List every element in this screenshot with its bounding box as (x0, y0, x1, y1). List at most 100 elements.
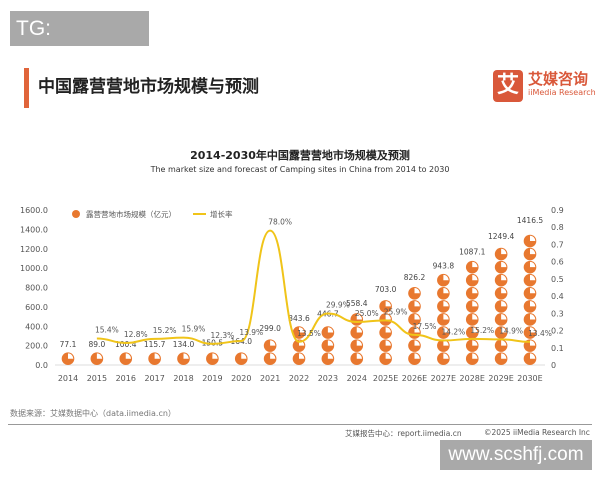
bar-stack-2019 (206, 352, 219, 366)
x-tick-label: 2020 (231, 374, 251, 383)
bar-value-label: 343.6 (288, 314, 310, 323)
pie-slice (299, 353, 305, 359)
bar-value-label: 134.0 (173, 340, 195, 349)
x-tick-label: 2023 (318, 374, 338, 383)
legend-bar-label: 露营营地市场规模（亿元） (86, 209, 176, 219)
x-tick-label: 2021 (260, 374, 280, 383)
bar-value-label: 77.1 (60, 340, 77, 349)
growth-label: 13.5% (297, 329, 321, 338)
growth-rate-line (96, 229, 531, 345)
bar-stack-2014 (61, 352, 75, 366)
y-right-tick: 0.5 (551, 275, 564, 284)
pie-slice (501, 353, 507, 359)
data-source: 数据来源：艾媒数据中心（data.iimedia.cn） (10, 409, 176, 418)
pie-slice (414, 314, 420, 320)
pie-slice (530, 301, 536, 307)
pie-slice (472, 274, 478, 281)
y-left-tick: 1400.0 (20, 225, 48, 234)
pie-slice (530, 248, 536, 255)
bar-value-label: 115.7 (144, 340, 166, 349)
x-tick-label: 2022 (289, 374, 309, 383)
pie-slice (327, 353, 334, 359)
pie-slice (530, 261, 536, 268)
x-tick-label: 2017 (144, 374, 164, 383)
y-left-tick: 400.0 (25, 322, 48, 331)
pie-slice (501, 340, 507, 346)
growth-label: 15.2% (470, 326, 494, 335)
pie-slice (530, 340, 536, 346)
pie-slice (299, 327, 305, 333)
pie-slice (443, 340, 449, 346)
y-left-tick: 0.0 (35, 361, 48, 370)
bar-value-label: 826.2 (404, 273, 426, 282)
pie-slice (414, 327, 420, 333)
y-right-tick: 0.4 (551, 292, 564, 301)
pie-slice (414, 288, 420, 294)
y-left-tick: 800.0 (25, 284, 48, 293)
pie-slice (443, 288, 449, 294)
pie-slice (68, 353, 74, 359)
x-tick-label: 2016 (116, 374, 136, 383)
bar-stack-2021 (263, 339, 277, 366)
pie-slice (472, 301, 478, 307)
bar-value-label: 558.4 (346, 299, 368, 308)
pie-slice (530, 274, 536, 281)
pie-slice (443, 327, 449, 333)
x-tick-label: 2024 (347, 374, 367, 383)
pie-slice (472, 340, 478, 346)
x-tick-label: 2015 (87, 374, 107, 383)
bar-stack-2025E (379, 300, 392, 366)
growth-label: 15.2% (153, 326, 177, 335)
bar-value-label: 100.4 (115, 340, 137, 349)
y-right-tick: 0.9 (551, 206, 564, 215)
bar-value-label: 1416.5 (517, 216, 543, 225)
y-right-tick: 0.8 (551, 223, 564, 232)
growth-label: 15.4% (95, 325, 119, 334)
pie-slice (414, 340, 420, 346)
pie-slice (443, 301, 449, 307)
pie-slice (501, 248, 507, 255)
growth-label: 12.8% (124, 330, 148, 339)
pie-slice (356, 340, 363, 346)
x-tick-label: 2027E (431, 374, 456, 383)
pie-slice (212, 353, 218, 359)
growth-label: 17.5% (413, 322, 437, 331)
x-tick-label: 2018 (173, 374, 193, 383)
growth-label: 12.3% (210, 331, 234, 340)
pie-slice (501, 314, 507, 320)
pie-slice (530, 235, 536, 241)
logo-cn: 艾媒咨询 (528, 70, 589, 88)
pie-slice (356, 353, 363, 359)
pie-slice (327, 340, 334, 346)
bar-value-label: 1249.4 (488, 232, 514, 241)
pie-slice (472, 353, 478, 359)
pie-slice (385, 301, 391, 307)
pie-slice (270, 353, 276, 359)
y-right-tick: 0.3 (551, 309, 564, 318)
growth-label: 25.0% (355, 309, 379, 318)
report-link[interactable]: 艾媒报告中心：report.iimedia.cn (345, 429, 462, 438)
pie-slice (414, 301, 420, 307)
pie-slice (443, 274, 449, 281)
logo-icon: 艾 (493, 70, 523, 102)
pie-slice (501, 261, 507, 268)
x-tick-label: 2014 (58, 374, 78, 383)
chart-title: 2014-2030年中国露营营地市场规模及预测 (190, 149, 410, 162)
x-tick-label: 2030E (517, 374, 542, 383)
x-tick-label: 2019 (202, 374, 222, 383)
bar-stack-2023 (321, 326, 335, 366)
pie-slice (241, 353, 247, 359)
pie-slice (472, 314, 478, 320)
pie-slice (385, 314, 391, 320)
legend-line-label: 增长率 (210, 209, 233, 219)
y-left-tick: 1000.0 (20, 264, 48, 273)
x-tick-label: 2025E (373, 374, 398, 383)
pie-slice (530, 327, 536, 333)
pie-slice (414, 353, 420, 359)
bar-stack-2022 (292, 326, 306, 366)
pie-slice (356, 314, 363, 320)
bar-stack-2017 (148, 352, 161, 366)
bar-value-label: 703.0 (375, 285, 397, 294)
y-right-tick: 0 (551, 361, 556, 370)
